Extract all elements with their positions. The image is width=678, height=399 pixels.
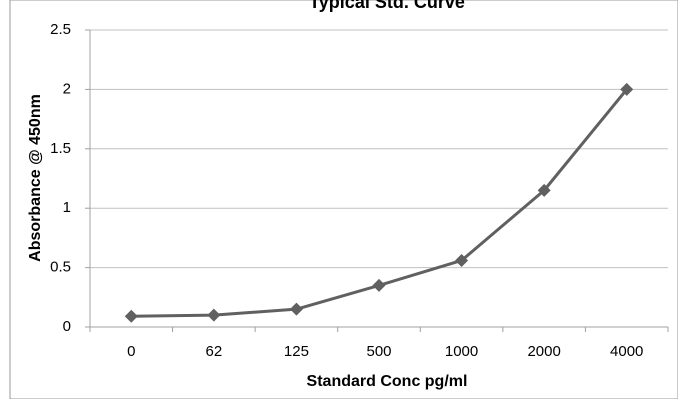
series-markers — [124, 82, 634, 323]
axes — [85, 29, 669, 332]
x-tick-label: 2000 — [527, 343, 560, 360]
data-point — [537, 183, 551, 197]
y-tick-labels: 0 0.5 1 1.5 2 2.5 — [50, 21, 71, 335]
x-tick-label: 62 — [206, 343, 223, 360]
y-tick-label: 2.5 — [50, 21, 71, 38]
data-point — [289, 302, 303, 316]
data-point — [207, 308, 221, 322]
y-tick-label: 0.5 — [50, 259, 71, 276]
x-tick-label: 4000 — [610, 343, 643, 360]
data-point — [620, 82, 634, 96]
gridlines — [90, 29, 668, 269]
chart-title: Typical Std. Curve — [309, 0, 465, 12]
chart-area — [9, 0, 678, 399]
y-tick-label: 0 — [63, 318, 71, 335]
y-tick-label: 1.5 — [50, 140, 71, 157]
y-tick-label: 2 — [63, 80, 71, 97]
y-axis-title: Absorbance @ 450nm — [27, 94, 44, 262]
data-point — [372, 278, 386, 292]
x-tick-label: 500 — [366, 343, 391, 360]
x-tick-labels: 0 62 125 500 1000 2000 4000 — [127, 343, 643, 360]
x-axis-title: Standard Conc pg/ml — [307, 373, 468, 390]
data-point — [455, 253, 469, 267]
x-tick-label: 0 — [127, 343, 135, 360]
data-point — [124, 309, 138, 323]
x-tick-label: 125 — [284, 343, 309, 360]
x-tick-label: 1000 — [445, 343, 478, 360]
y-tick-label: 1 — [63, 199, 71, 216]
